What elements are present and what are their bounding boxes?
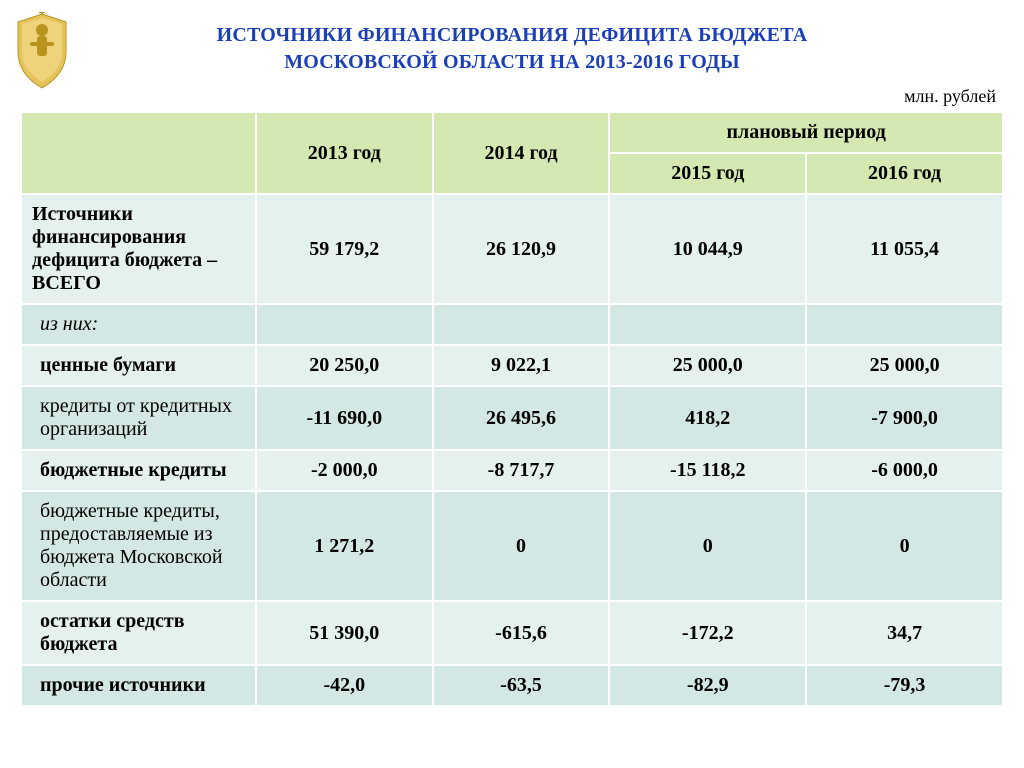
table-row-total: Источники финансирования дефицита бюджет… [21,194,1003,304]
col-header-2015: 2015 год [609,153,806,194]
cell-label: бюджетные кредиты, предоставляемые из бю… [21,491,256,601]
col-header-2016: 2016 год [806,153,1003,194]
cell-2016: 0 [806,491,1003,601]
cell-2014: -63,5 [433,665,610,706]
table-row-other: прочие источники -42,0 -63,5 -82,9 -79,3 [21,665,1003,706]
cell-label: бюджетные кредиты [21,450,256,491]
cell-label: прочие источники [21,665,256,706]
cell-2013: 59 179,2 [256,194,433,304]
cell-label: Источники финансирования дефицита бюджет… [21,194,256,304]
cell-label: кредиты от кредитных организаций [21,386,256,450]
cell-2015: 10 044,9 [609,194,806,304]
cell-2015: 418,2 [609,386,806,450]
cell-label: ценные бумаги [21,345,256,386]
cell-2014: 9 022,1 [433,345,610,386]
cell-2013: -42,0 [256,665,433,706]
col-header-2013: 2013 год [256,112,433,194]
unit-label: млн. рублей [0,82,1024,111]
table-row-ofwhich: из них: [21,304,1003,345]
cell-2016: 11 055,4 [806,194,1003,304]
cell-2015: 0 [609,491,806,601]
cell-2013: -2 000,0 [256,450,433,491]
cell-2013: -11 690,0 [256,386,433,450]
cell-2014 [433,304,610,345]
cell-2015: -82,9 [609,665,806,706]
table-row-budgetloans-mo: бюджетные кредиты, предоставляемые из бю… [21,491,1003,601]
cell-2014: 26 120,9 [433,194,610,304]
page-title: ИСТОЧНИКИ ФИНАНСИРОВАНИЯ ДЕФИЦИТА БЮДЖЕТ… [0,0,1024,82]
cell-2014: -615,6 [433,601,610,665]
table-row-budgetloans: бюджетные кредиты -2 000,0 -8 717,7 -15 … [21,450,1003,491]
cell-2015: -15 118,2 [609,450,806,491]
table-row-balances: остатки средств бюджета 51 390,0 -615,6 … [21,601,1003,665]
cell-2014: 0 [433,491,610,601]
title-line-1: ИСТОЧНИКИ ФИНАНСИРОВАНИЯ ДЕФИЦИТА БЮДЖЕТ… [0,22,1024,49]
cell-2016: -7 900,0 [806,386,1003,450]
col-header-indicator [21,112,256,194]
cell-2015: -172,2 [609,601,806,665]
cell-2013: 51 390,0 [256,601,433,665]
cell-2015: 25 000,0 [609,345,806,386]
table-row-bankloans: кредиты от кредитных организаций -11 690… [21,386,1003,450]
cell-2013: 1 271,2 [256,491,433,601]
cell-label: из них: [21,304,256,345]
cell-2016: 34,7 [806,601,1003,665]
cell-2016: -6 000,0 [806,450,1003,491]
col-header-2014: 2014 год [433,112,610,194]
col-header-plan-period: плановый период [609,112,1003,153]
title-line-2: МОСКОВСКОЙ ОБЛАСТИ НА 2013-2016 ГОДЫ [0,49,1024,76]
table-row-securities: ценные бумаги 20 250,0 9 022,1 25 000,0 … [21,345,1003,386]
cell-2014: -8 717,7 [433,450,610,491]
cell-2016 [806,304,1003,345]
cell-2016: -79,3 [806,665,1003,706]
coat-of-arms-emblem [12,12,72,90]
financing-sources-table: 2013 год 2014 год плановый период 2015 г… [20,111,1004,707]
cell-2013: 20 250,0 [256,345,433,386]
cell-2014: 26 495,6 [433,386,610,450]
cell-2016: 25 000,0 [806,345,1003,386]
cell-2015 [609,304,806,345]
cell-2013 [256,304,433,345]
cell-label: остатки средств бюджета [21,601,256,665]
header-row-1: 2013 год 2014 год плановый период [21,112,1003,153]
